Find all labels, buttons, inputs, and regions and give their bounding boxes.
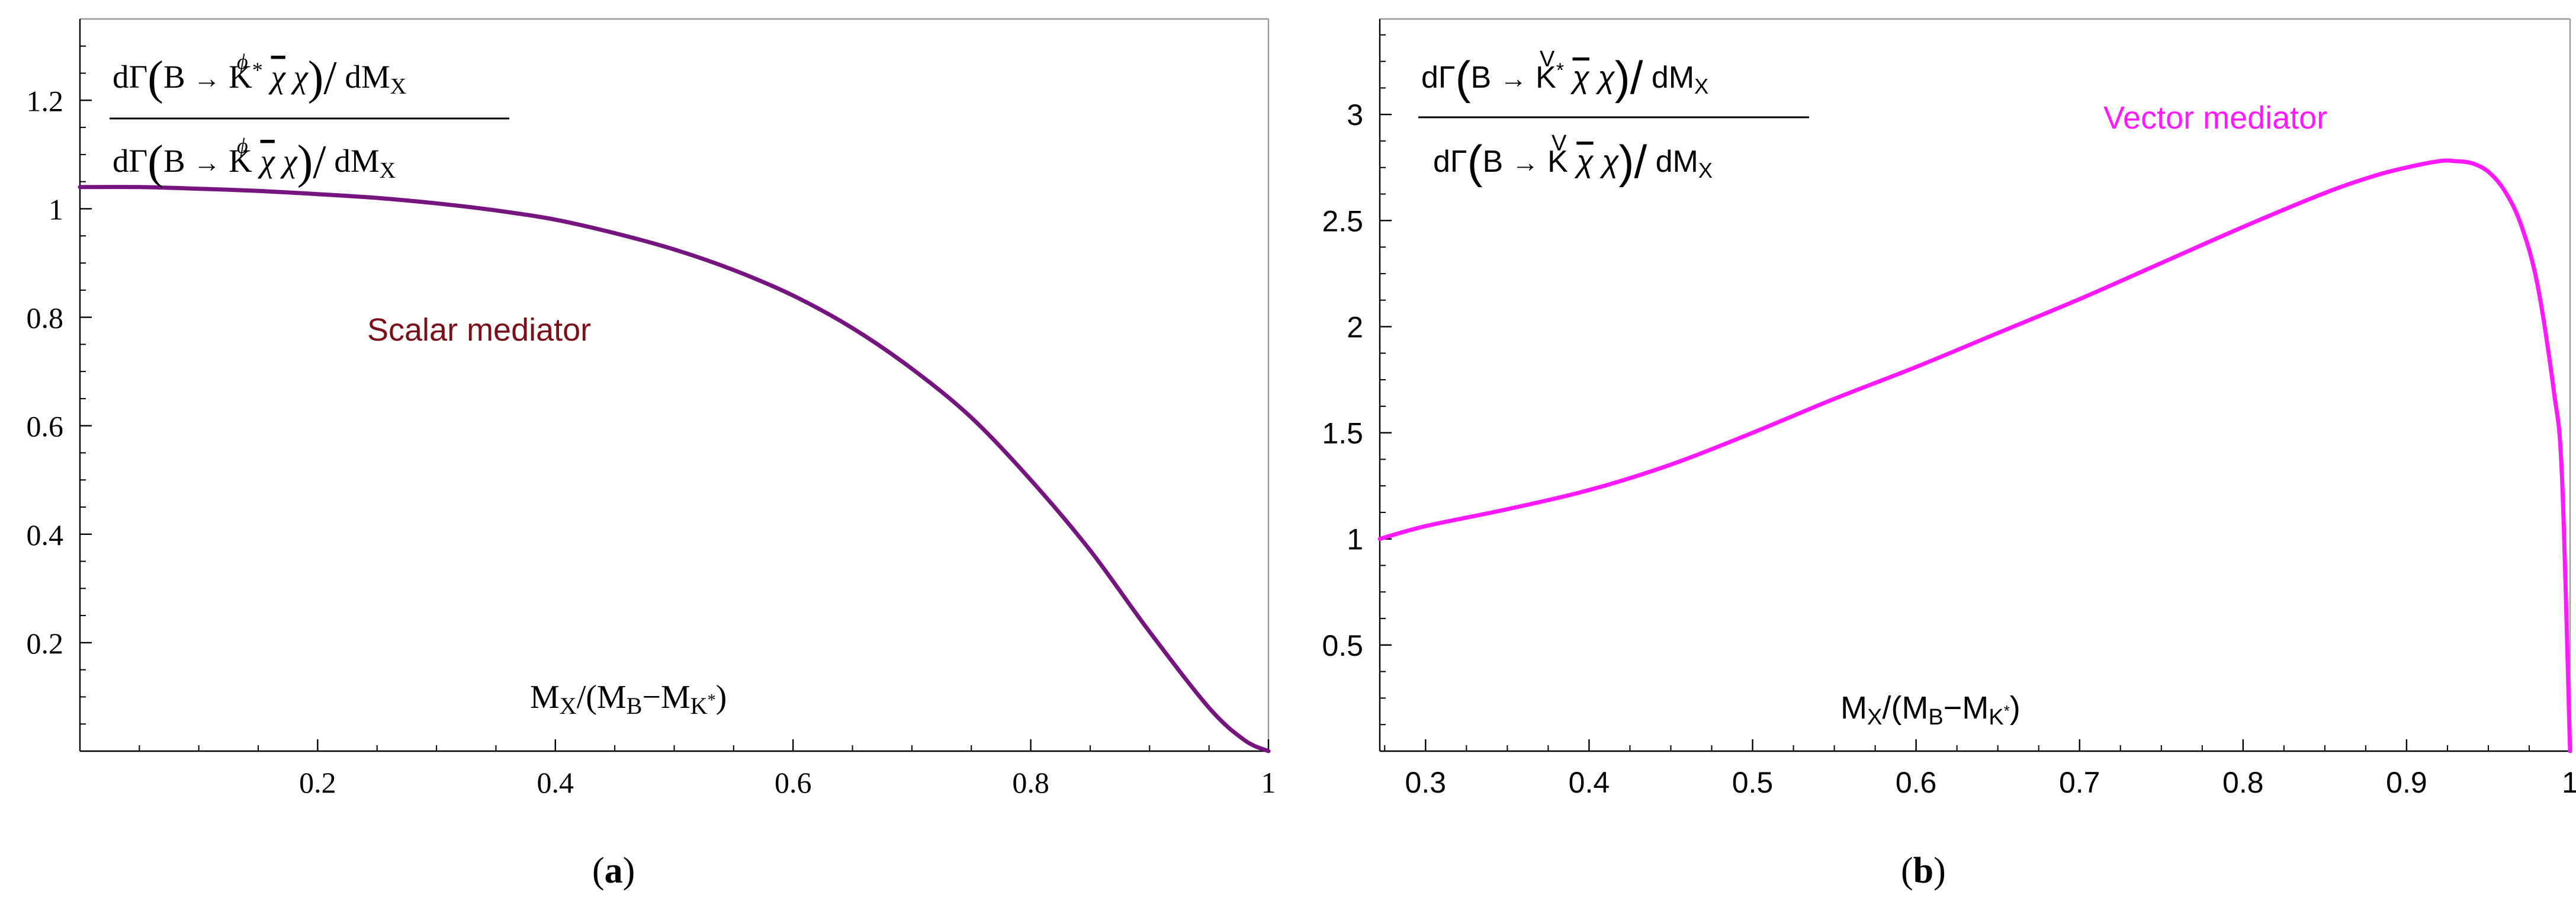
y-ratio-label: dΓ(B → K* χ χ)/ dMX ϕ dΓ(B → K χ χ)/ dMX… — [110, 50, 509, 188]
y-tick-label: 0.8 — [27, 302, 64, 335]
y-ticks: 0.2 0.4 0.6 0.8 1 1.2 — [27, 45, 92, 725]
numerator-label: dΓ(B → K* χ χ)/ dMX — [113, 52, 406, 104]
y-tick-label: 3 — [1347, 98, 1363, 132]
denominator-arrow-label: ϕ — [237, 134, 248, 158]
numerator-arrow-label: V — [1540, 47, 1555, 72]
x-axis-label: MX/(MB−MK*) — [530, 679, 727, 719]
y-tick-label: 2.5 — [1322, 204, 1363, 238]
y-tick-label: 0.4 — [27, 518, 64, 551]
panel-b-vector-chart: 0.5 1 1.5 2 2.5 3 0.3 0.4 0.5 0.6 0.7 0.8 0.9 1 dΓ(B… — [1322, 18, 2576, 891]
y-tick-label: 1.2 — [27, 84, 64, 117]
x-tick-label: 1 — [1261, 766, 1276, 799]
x-tick-label: 0.9 — [2386, 766, 2427, 799]
x-tick-label: 0.8 — [1012, 766, 1049, 799]
x-tick-label: 0.6 — [1896, 766, 1937, 799]
y-tick-label: 1.5 — [1322, 417, 1363, 450]
series-line-group — [78, 185, 1271, 753]
y-tick-label: 0.6 — [27, 410, 64, 443]
y-tick-label: 0.5 — [1322, 629, 1363, 662]
numerator-arrow-label: ϕ — [237, 50, 248, 73]
x-tick-label: 0.6 — [775, 766, 812, 799]
x-tick-label: 0.3 — [1405, 766, 1447, 799]
denominator-label: dΓ(B → K χ χ)/ dMX — [113, 136, 396, 188]
x-tick-label: 0.8 — [2222, 766, 2264, 799]
x-tick-label: 0.4 — [1569, 766, 1610, 799]
panel-a-scalar-chart: 0.2 0.4 0.6 0.8 1 1.2 0.2 0.4 0.6 0.8 1 dΓ(B → K*… — [27, 18, 1276, 891]
y-ticks: 0.5 1 1.5 2 2.5 3 — [1322, 34, 1392, 726]
x-tick-label: 0.2 — [299, 766, 336, 799]
denominator-arrow-label: V — [1552, 131, 1567, 156]
y-ratio-label: dΓ(B → K* χ χ)/ dMX V dΓ(B → K χ χ)/ dMX… — [1418, 47, 1809, 188]
x-tick-label: 0.7 — [2059, 766, 2100, 799]
numerator-label: dΓ(B → K* χ χ)/ dMX — [1421, 52, 1708, 104]
series-line — [78, 185, 1271, 753]
denominator-label: dΓ(B → K χ χ)/ dMX — [1433, 136, 1713, 188]
y-tick-label: 1 — [1347, 523, 1363, 556]
x-axis-label: MX/(MB−MK*) — [1841, 690, 2021, 730]
x-tick-label: 1 — [2562, 766, 2576, 799]
series-line — [1377, 158, 2572, 753]
annotation-scalar-mediator: Scalar mediator — [367, 312, 591, 348]
panel-label-b: (b) — [1901, 851, 1946, 891]
x-tick-label: 0.5 — [1732, 766, 1774, 799]
panel-label-a: (a) — [592, 851, 635, 891]
x-tick-label: 0.4 — [537, 766, 574, 799]
series-line-group — [1377, 158, 2572, 753]
y-tick-label: 0.2 — [27, 627, 64, 660]
x-ticks: 0.3 0.4 0.5 0.6 0.7 0.8 0.9 1 — [1384, 739, 2576, 799]
y-tick-label: 1 — [49, 193, 63, 226]
x-ticks: 0.2 0.4 0.6 0.8 1 — [139, 739, 1276, 799]
annotation-vector-mediator: Vector mediator — [2103, 100, 2327, 136]
y-tick-label: 2 — [1347, 310, 1363, 344]
